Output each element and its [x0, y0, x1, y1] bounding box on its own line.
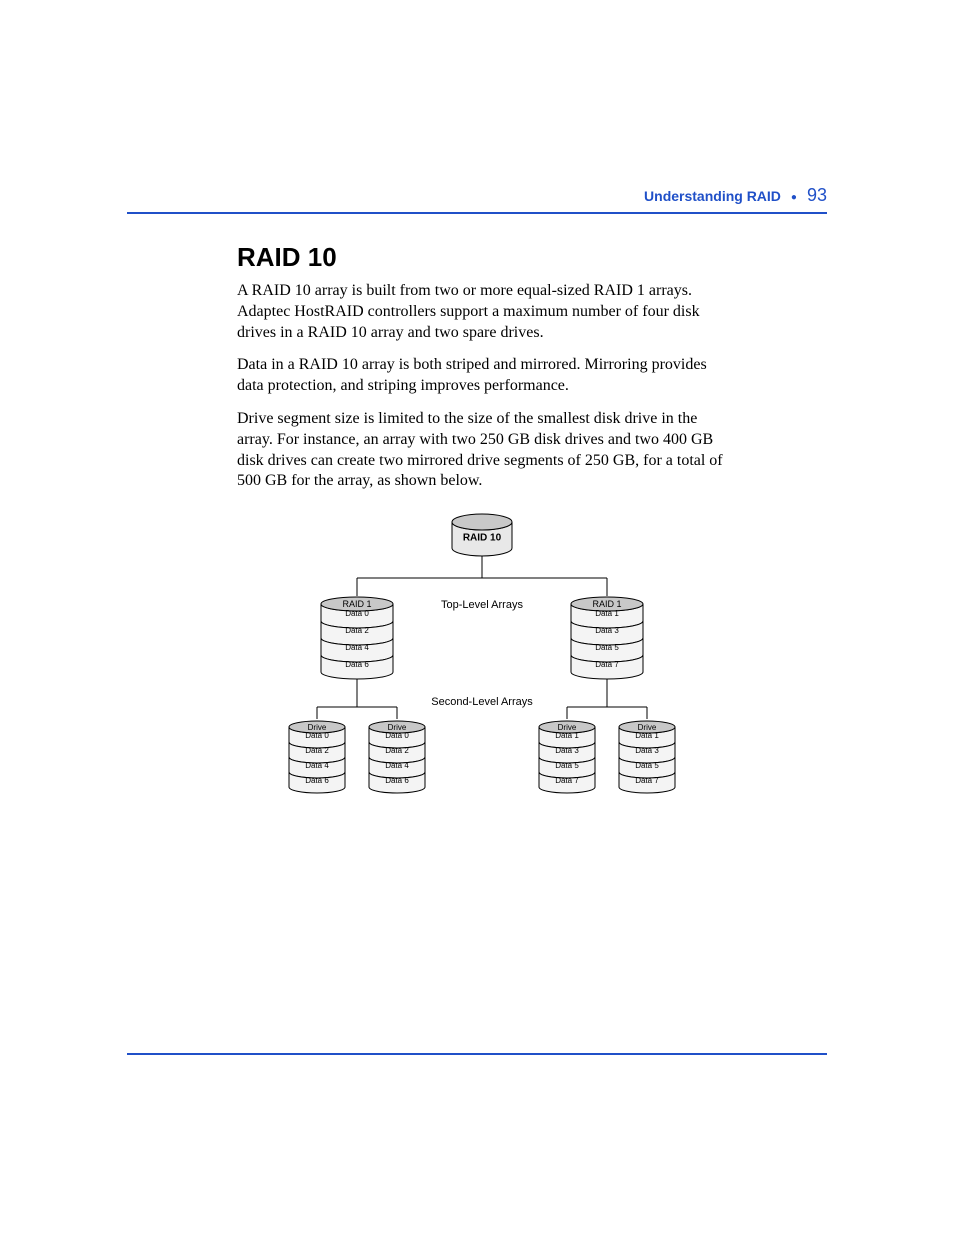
svg-text:Data 7: Data 7 [555, 776, 579, 785]
svg-text:Second-Level Arrays: Second-Level Arrays [431, 696, 533, 708]
svg-text:Data 7: Data 7 [635, 776, 659, 785]
svg-text:Data 0: Data 0 [345, 609, 369, 618]
page-header: Understanding RAID ● 93 [127, 185, 827, 206]
svg-text:Data 5: Data 5 [635, 761, 659, 770]
svg-text:Data 1: Data 1 [595, 609, 619, 618]
svg-text:Data 3: Data 3 [635, 746, 659, 755]
header-rule [127, 212, 827, 214]
raid10-diagram: RAID 10Top-Level ArraysRAID 1Data 0Data … [237, 504, 727, 904]
svg-text:Data 5: Data 5 [595, 643, 619, 652]
svg-text:Data 2: Data 2 [345, 626, 369, 635]
paragraph: Drive segment size is limited to the siz… [237, 409, 727, 492]
footer-rule [127, 1053, 827, 1055]
svg-text:Data 0: Data 0 [385, 731, 409, 740]
page: Understanding RAID ● 93 RAID 10 A RAID 1… [0, 0, 954, 1235]
svg-text:RAID 10: RAID 10 [463, 532, 502, 543]
svg-text:Data 1: Data 1 [635, 731, 659, 740]
svg-text:Data 4: Data 4 [305, 761, 329, 770]
svg-text:Data 2: Data 2 [305, 746, 329, 755]
header-page-number: 93 [807, 185, 827, 205]
page-title: RAID 10 [237, 242, 727, 273]
svg-text:Data 6: Data 6 [385, 776, 409, 785]
header-section: Understanding RAID [644, 188, 781, 204]
svg-text:Data 4: Data 4 [385, 761, 409, 770]
svg-text:Data 6: Data 6 [345, 660, 369, 669]
svg-text:Data 6: Data 6 [305, 776, 329, 785]
content: RAID 10 A RAID 10 array is built from tw… [237, 242, 727, 904]
raid10-svg: RAID 10Top-Level ArraysRAID 1Data 0Data … [257, 504, 707, 904]
paragraph: A RAID 10 array is built from two or mor… [237, 281, 727, 343]
svg-text:Data 3: Data 3 [595, 626, 619, 635]
svg-text:Top-Level Arrays: Top-Level Arrays [441, 599, 523, 611]
svg-text:Data 3: Data 3 [555, 746, 579, 755]
svg-text:RAID 1: RAID 1 [342, 599, 371, 609]
svg-text:Data 2: Data 2 [385, 746, 409, 755]
svg-text:RAID 1: RAID 1 [592, 599, 621, 609]
svg-text:Data 5: Data 5 [555, 761, 579, 770]
svg-text:Data 4: Data 4 [345, 643, 369, 652]
svg-text:Data 1: Data 1 [555, 731, 579, 740]
svg-text:Data 0: Data 0 [305, 731, 329, 740]
bullet-icon: ● [791, 192, 797, 203]
paragraph: Data in a RAID 10 array is both striped … [237, 355, 727, 397]
svg-text:Data 7: Data 7 [595, 660, 619, 669]
